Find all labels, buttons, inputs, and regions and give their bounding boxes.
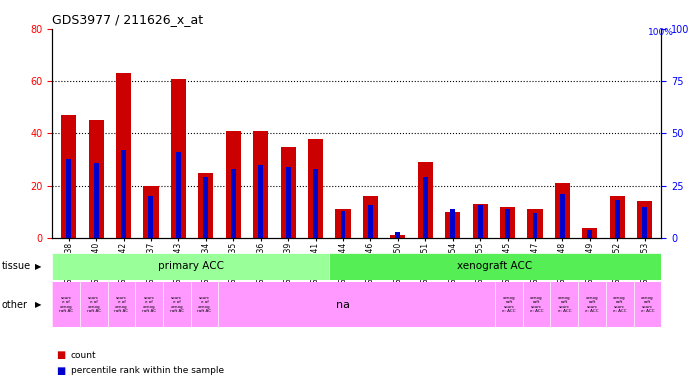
Text: ▶: ▶ — [35, 262, 42, 271]
Text: sourc
e of
xenog
raft AC: sourc e of xenog raft AC — [142, 296, 156, 313]
Text: ▶: ▶ — [35, 300, 42, 309]
Bar — [340, 211, 345, 238]
Bar — [231, 169, 236, 238]
Text: xenog
raft
sourc
e: ACC: xenog raft sourc e: ACC — [530, 296, 544, 313]
Bar — [285, 167, 291, 238]
Text: sourc
e of
xenog
raft AC: sourc e of xenog raft AC — [59, 296, 73, 313]
Bar — [143, 186, 159, 238]
Text: xenog
raft
sourc
e: ACC: xenog raft sourc e: ACC — [585, 296, 599, 313]
Bar — [66, 159, 71, 238]
Text: sourc
e of
xenog
raft AC: sourc e of xenog raft AC — [87, 296, 101, 313]
Text: count: count — [71, 351, 97, 360]
Bar — [52, 253, 329, 280]
Bar — [528, 209, 543, 238]
Bar — [329, 253, 661, 280]
Text: GDS3977 / 211626_x_at: GDS3977 / 211626_x_at — [52, 13, 203, 26]
Bar — [148, 196, 153, 238]
Bar — [363, 196, 378, 238]
Bar — [638, 202, 652, 238]
Bar — [642, 207, 647, 238]
Text: 100%: 100% — [648, 28, 674, 36]
Bar — [368, 205, 373, 238]
Bar — [258, 165, 263, 238]
Text: na: na — [336, 300, 350, 310]
Bar — [116, 73, 131, 238]
Bar — [226, 131, 241, 238]
Bar — [171, 78, 186, 238]
Bar — [395, 232, 400, 238]
Bar — [198, 173, 214, 238]
Text: tissue: tissue — [1, 262, 31, 271]
Text: sourc
e of
xenog
raft AC: sourc e of xenog raft AC — [170, 296, 184, 313]
Bar — [555, 183, 570, 238]
Text: percentile rank within the sample: percentile rank within the sample — [71, 366, 224, 375]
Text: xenograft ACC: xenograft ACC — [457, 262, 532, 271]
Text: xenog
raft
sourc
e: ACC: xenog raft sourc e: ACC — [640, 296, 654, 313]
Bar — [313, 169, 318, 238]
Bar — [610, 196, 625, 238]
Bar — [121, 150, 126, 238]
Bar — [587, 230, 592, 238]
Bar — [335, 209, 351, 238]
Text: xenog
raft
sourc
e: ACC: xenog raft sourc e: ACC — [502, 296, 516, 313]
Bar — [94, 163, 99, 238]
Bar — [473, 204, 488, 238]
Bar — [500, 207, 515, 238]
Text: xenog
raft
sourc
e: ACC: xenog raft sourc e: ACC — [557, 296, 571, 313]
Bar — [583, 228, 597, 238]
Bar — [505, 209, 510, 238]
Bar — [253, 131, 268, 238]
Bar — [308, 139, 323, 238]
Bar — [418, 162, 433, 238]
Text: other: other — [1, 300, 27, 310]
Text: ■: ■ — [56, 350, 65, 360]
Bar — [422, 177, 428, 238]
Bar — [560, 194, 565, 238]
Text: primary ACC: primary ACC — [157, 262, 223, 271]
Text: xenog
raft
sourc
e: ACC: xenog raft sourc e: ACC — [613, 296, 626, 313]
Bar — [88, 120, 104, 238]
Bar — [477, 205, 482, 238]
Bar — [203, 177, 208, 238]
Bar — [445, 212, 460, 238]
Text: sourc
e of
xenog
raft AC: sourc e of xenog raft AC — [114, 296, 129, 313]
Bar — [615, 200, 619, 238]
Bar — [176, 152, 181, 238]
Text: sourc
e of
xenog
raft AC: sourc e of xenog raft AC — [198, 296, 212, 313]
Text: ■: ■ — [56, 366, 65, 376]
Bar — [280, 147, 296, 238]
Bar — [61, 115, 76, 238]
Bar — [450, 209, 455, 238]
Bar — [390, 235, 405, 238]
Bar — [532, 213, 537, 238]
